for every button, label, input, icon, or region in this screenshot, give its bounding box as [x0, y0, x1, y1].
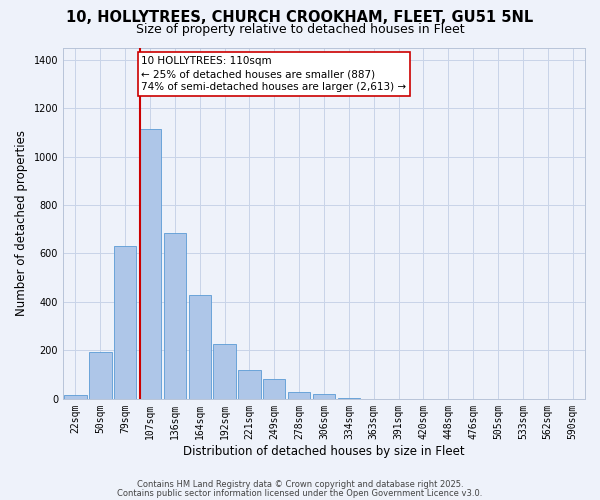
Text: Contains HM Land Registry data © Crown copyright and database right 2025.: Contains HM Land Registry data © Crown c…: [137, 480, 463, 489]
Text: 10 HOLLYTREES: 110sqm
← 25% of detached houses are smaller (887)
74% of semi-det: 10 HOLLYTREES: 110sqm ← 25% of detached …: [142, 56, 406, 92]
Text: Size of property relative to detached houses in Fleet: Size of property relative to detached ho…: [136, 22, 464, 36]
Y-axis label: Number of detached properties: Number of detached properties: [15, 130, 28, 316]
Bar: [313, 394, 335, 399]
Bar: [164, 233, 186, 399]
Bar: [238, 370, 260, 399]
Bar: [188, 294, 211, 399]
Bar: [89, 352, 112, 399]
X-axis label: Distribution of detached houses by size in Fleet: Distribution of detached houses by size …: [183, 444, 465, 458]
Bar: [288, 392, 310, 399]
Text: 10, HOLLYTREES, CHURCH CROOKHAM, FLEET, GU51 5NL: 10, HOLLYTREES, CHURCH CROOKHAM, FLEET, …: [67, 10, 533, 25]
Bar: [139, 128, 161, 399]
Bar: [214, 344, 236, 399]
Bar: [64, 395, 86, 399]
Text: Contains public sector information licensed under the Open Government Licence v3: Contains public sector information licen…: [118, 488, 482, 498]
Bar: [338, 398, 360, 399]
Bar: [114, 246, 136, 399]
Bar: [263, 380, 286, 399]
